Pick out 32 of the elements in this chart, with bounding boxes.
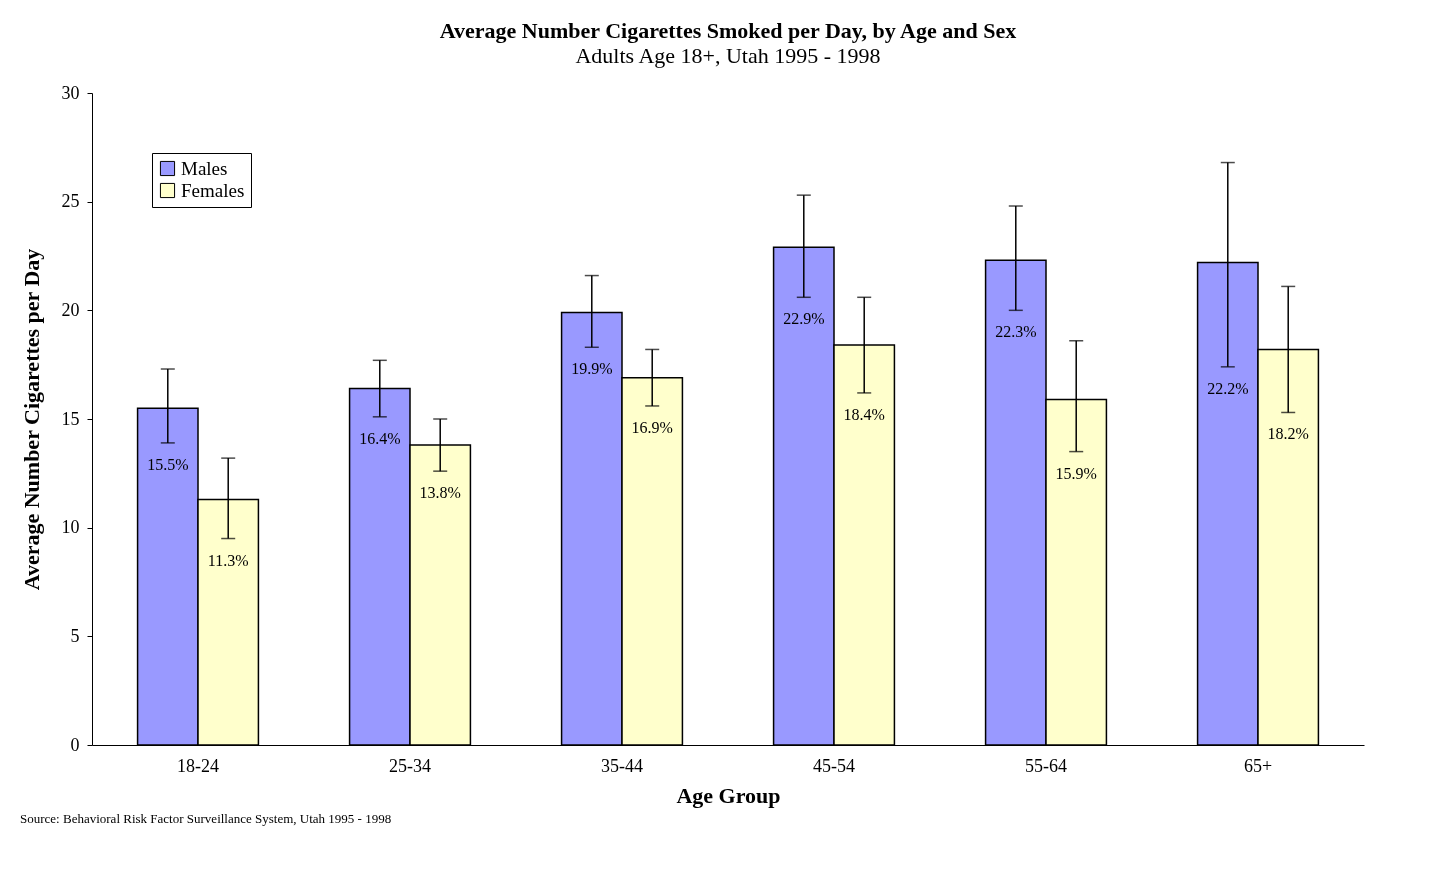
y-axis-title: Average Number Cigarettes per Day bbox=[18, 248, 44, 591]
legend-label: Females bbox=[181, 179, 245, 201]
chart-title: Average Number Cigarettes Smoked per Day, by Age and Sex bbox=[439, 18, 1017, 43]
x-tick-label: 65+ bbox=[1243, 755, 1273, 776]
data-label: 18.4% bbox=[843, 405, 885, 423]
data-label: 11.3% bbox=[207, 551, 249, 569]
source-note: Source: Behavioral Risk Factor Surveillance System, Utah 1995 - 1998 bbox=[20, 811, 393, 827]
data-label: 22.2% bbox=[1207, 379, 1249, 397]
data-label: 19.9% bbox=[571, 360, 613, 378]
y-tick-label: 30 bbox=[61, 82, 80, 103]
x-tick-label: 45-54 bbox=[813, 755, 855, 776]
data-label: 22.3% bbox=[995, 323, 1037, 341]
y-tick-label: 25 bbox=[61, 191, 80, 212]
x-tick-label: 35-44 bbox=[601, 755, 643, 776]
x-tick-label: 18-24 bbox=[177, 755, 219, 776]
y-tick-label: 10 bbox=[61, 517, 80, 538]
x-tick-label: 55-64 bbox=[1025, 755, 1067, 776]
y-tick-label: 15 bbox=[61, 408, 80, 429]
chart-subtitle: Adults Age 18+, Utah 1995 - 1998 bbox=[575, 43, 881, 68]
y-tick-label: 0 bbox=[70, 734, 80, 755]
data-label: 16.4% bbox=[359, 429, 401, 447]
data-label: 13.8% bbox=[419, 484, 461, 502]
x-axis-title: Age Group bbox=[676, 782, 781, 808]
data-label: 15.5% bbox=[147, 455, 189, 473]
data-label: 18.2% bbox=[1267, 425, 1309, 443]
data-label: 16.9% bbox=[631, 418, 673, 436]
data-label: 15.9% bbox=[1055, 464, 1097, 482]
x-tick-label: 25-34 bbox=[389, 755, 431, 776]
y-tick-label: 20 bbox=[61, 299, 80, 320]
data-label: 22.9% bbox=[783, 310, 825, 328]
y-tick-label: 5 bbox=[70, 625, 80, 646]
legend-label: Males bbox=[181, 157, 228, 179]
